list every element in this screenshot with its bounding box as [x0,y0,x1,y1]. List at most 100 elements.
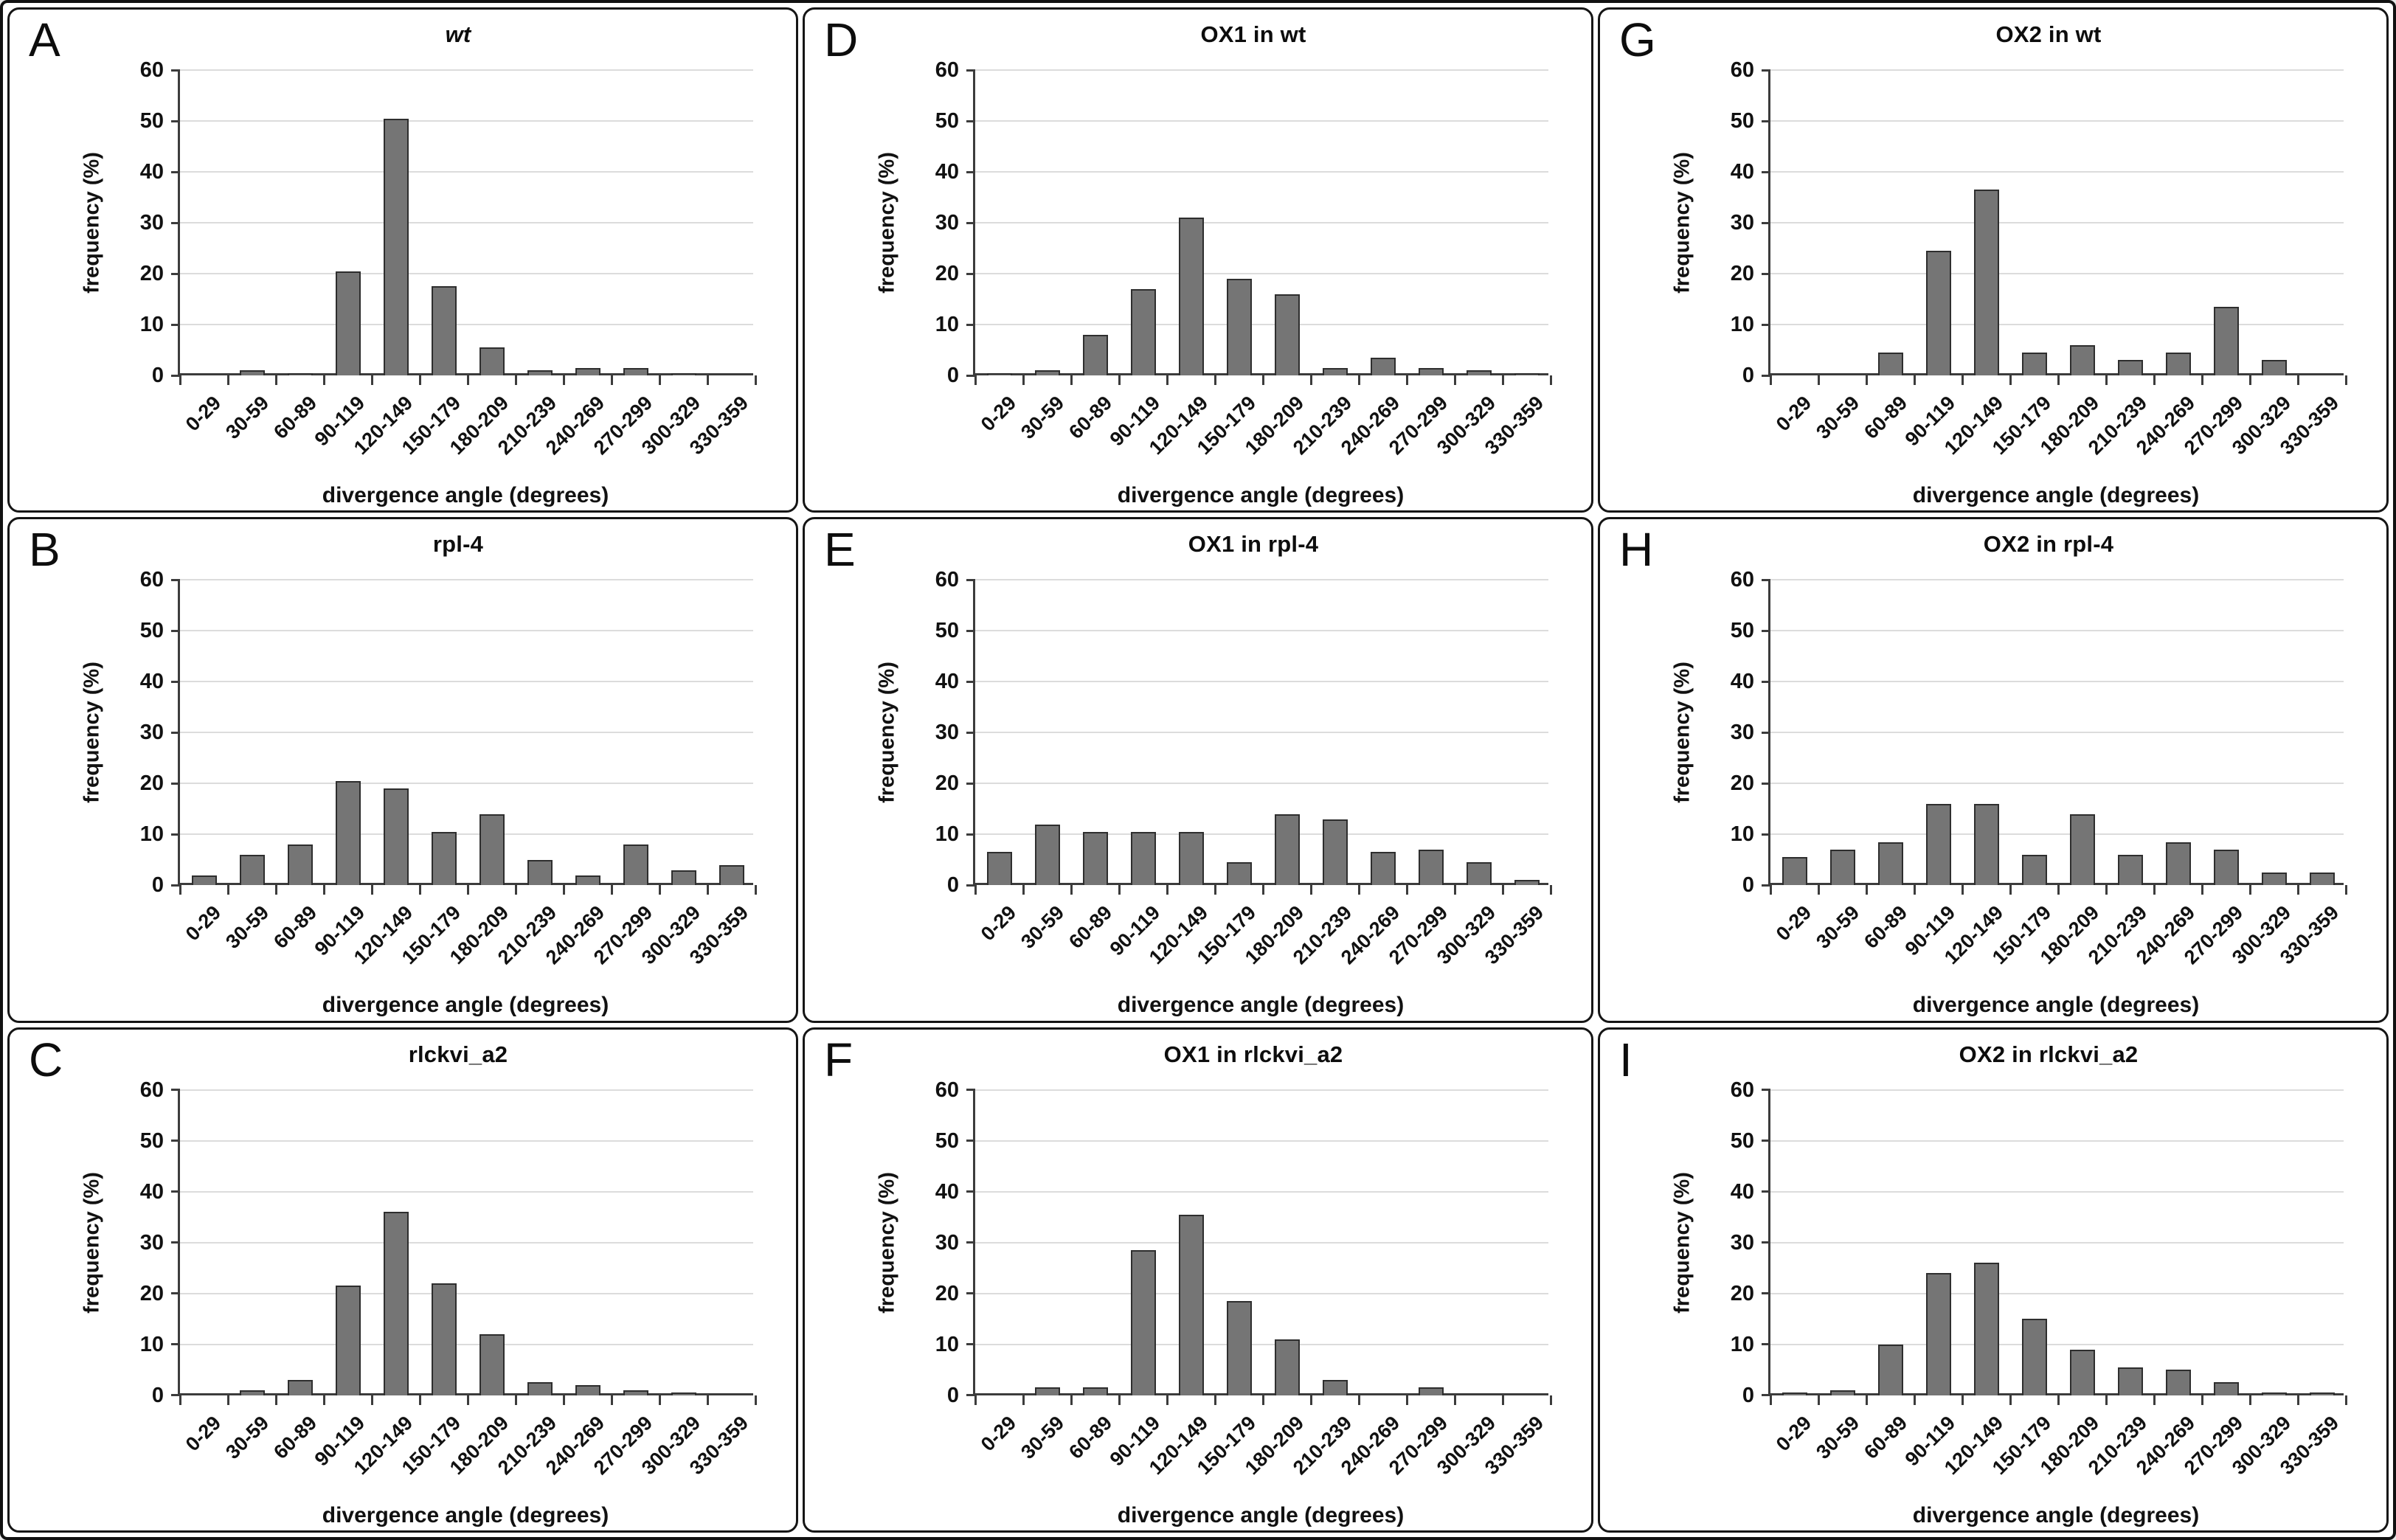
y-tick-label: 20 [139,771,164,796]
y-axis-tick [171,170,180,173]
x-axis-tick [1118,1395,1121,1405]
x-tick-label-0-29: 0-29 [181,1411,226,1456]
y-axis-tick [171,119,180,122]
gridline [975,69,1548,71]
y-axis-tick [171,1394,180,1397]
x-axis-tick [706,1395,709,1405]
x-axis-tick [1405,885,1408,895]
y-tick-label: 60 [935,568,959,592]
x-axis-tick [610,885,613,895]
gridline [1770,1241,2344,1244]
x-axis-tick [1961,1395,1964,1405]
y-tick-label: 50 [935,619,959,643]
bar-180-209 [479,814,505,886]
gridline [1770,120,2344,122]
gridline [180,630,753,632]
x-axis-tick [2153,1395,2156,1405]
gridline [975,1292,1548,1294]
y-tick-label: 0 [946,364,959,387]
x-axis-tick [418,375,421,385]
x-axis-tick [2009,1395,2012,1405]
panel-C: C rlckvi_a2 frequency (%) 0 10 20 30 40 50 60 0… [7,1027,798,1533]
bar-270-299 [1418,367,1444,375]
x-axis-tick [1453,1395,1456,1405]
x-axis-tick [1118,375,1121,385]
bar-120-149 [1973,1263,1999,1395]
x-axis-tick [1817,375,1820,385]
bar-150-179 [431,286,457,375]
bar-90-119 [335,780,361,886]
x-axis-tick [610,375,613,385]
gridline [180,1190,753,1193]
x-axis-tick [1769,375,1772,385]
y-axis-tick [171,833,180,836]
y-axis-tick [966,731,975,734]
bar-0-29 [1782,1392,1807,1395]
bar-60-89 [287,1379,313,1395]
gridline [1770,783,2344,785]
x-tick-label-30-59: 30-59 [1812,901,1864,954]
x-axis-tick [466,885,469,895]
x-axis-tick [2153,885,2156,895]
gridline [180,324,753,325]
x-axis-tick [658,375,661,385]
x-axis-tick [2105,885,2108,895]
y-tick-label: 40 [139,670,164,694]
x-axis-label: divergence angle (degrees) [1117,993,1405,1018]
y-axis-tick [966,1190,975,1193]
y-tick-label: 30 [139,721,164,745]
bar-300-329 [1466,370,1492,375]
y-axis-tick [1762,374,1770,377]
y-tick-label: 30 [1730,211,1754,235]
x-axis-tick [1022,375,1025,385]
y-axis-tick [1762,1394,1770,1397]
x-axis-tick [418,1395,421,1405]
gridline [180,1343,753,1345]
y-axis-tick [966,884,975,887]
y-axis-label: frequency (%) [875,1171,899,1314]
y-axis-tick [1762,272,1770,275]
y-axis-tick [966,119,975,122]
y-tick-label: 60 [935,58,959,82]
y-tick-label: 50 [935,109,959,133]
bar-120-149 [383,788,409,886]
bar-0-29 [1782,857,1807,886]
x-axis-tick [754,375,757,385]
y-axis-tick [171,884,180,887]
bar-90-119 [1925,803,1951,886]
x-tick-label-0-29: 0-29 [977,901,1021,946]
y-tick-label: 50 [139,109,164,133]
y-tick-label: 60 [935,1078,959,1102]
x-tick-label-30-59: 30-59 [1017,901,1069,954]
x-axis-tick [2248,885,2251,895]
y-axis-tick [1762,884,1770,887]
x-axis-tick [1961,375,1964,385]
x-axis-tick [1769,885,1772,895]
bar-270-299 [623,1390,648,1395]
x-tick-label-0-29: 0-29 [1772,392,1816,436]
x-axis-tick [179,375,181,385]
y-tick-label: 50 [935,1128,959,1153]
bar-180-209 [1274,814,1300,886]
x-axis-tick [2344,1395,2347,1405]
y-tick-label: 40 [1730,670,1754,694]
panel-I: I OX2 in rlckvi_a2 frequency (%) 0 10 20 30… [1598,1027,2389,1533]
y-axis-tick [1762,323,1770,326]
bar-120-149 [383,1212,409,1395]
bar-300-329 [2261,1392,2287,1395]
panel-letter: E [824,523,856,577]
x-tick-label-30-59: 30-59 [221,1411,274,1463]
panel-letter: C [29,1033,63,1086]
x-tick-label-0-29: 0-29 [1772,1411,1816,1456]
gridline [180,1089,753,1091]
gridline [975,1089,1548,1091]
gridline [1770,833,2344,836]
bar-240-269 [2165,842,2191,886]
y-tick-label: 10 [935,822,959,847]
x-axis-tick [1309,885,1312,895]
bar-270-299 [623,367,648,375]
gridline [180,579,753,581]
x-axis-tick [2248,1395,2251,1405]
x-axis-tick [226,1395,229,1405]
y-axis-tick [1762,680,1770,683]
